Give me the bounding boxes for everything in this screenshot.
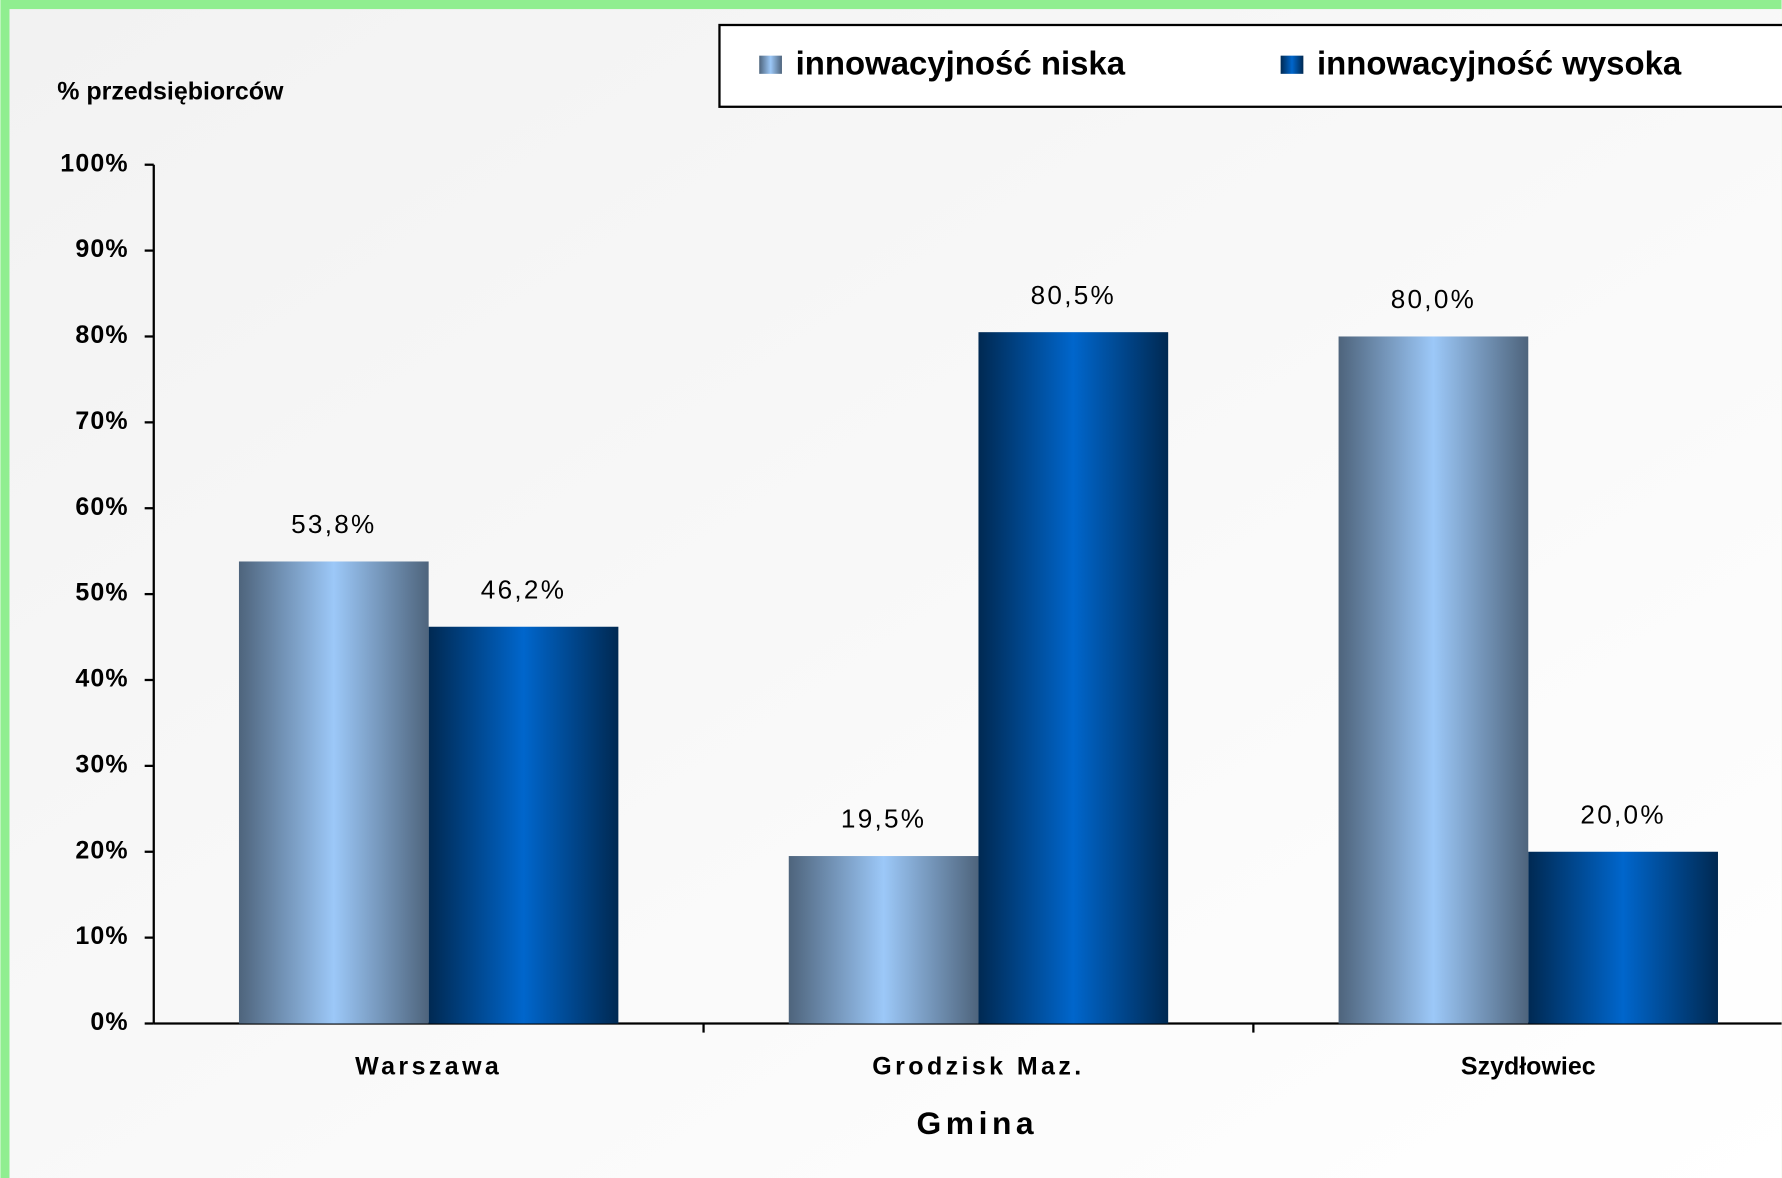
bar [978, 332, 1169, 1024]
y-tick-label: 90% [75, 235, 128, 263]
y-tick-label: 0% [90, 1008, 128, 1036]
x-tick-label: Grodzisk Maz. [872, 1052, 1084, 1080]
legend-swatch [1280, 55, 1304, 74]
y-tick-label: 50% [75, 579, 128, 607]
y-axis-title: % przedsiębiorców [57, 78, 284, 106]
y-tick-label: 10% [75, 922, 128, 950]
legend-box [718, 23, 1782, 108]
y-tick-label: 100% [60, 149, 128, 177]
bar [1338, 336, 1529, 1024]
data-label: 80,0% [1391, 284, 1476, 314]
x-tick-label: Warszawa [355, 1052, 502, 1080]
bar [238, 561, 429, 1024]
y-tick-label: 70% [75, 407, 128, 435]
y-tick-label: 60% [75, 493, 128, 521]
bar [788, 856, 979, 1024]
data-label: 19,5% [841, 804, 926, 834]
legend-label: innowacyjność niska [796, 45, 1126, 82]
legend-label: innowacyjność wysoka [1317, 45, 1682, 82]
data-label: 53,8% [291, 509, 376, 539]
data-label: 80,5% [1031, 280, 1116, 310]
legend-swatch [759, 55, 782, 74]
x-tick-label: Szydłowiec [1461, 1052, 1596, 1080]
y-tick-label: 20% [75, 836, 128, 864]
x-axis-title: Gmina [916, 1105, 1038, 1141]
data-label: 20,0% [1580, 799, 1665, 829]
y-tick-label: 80% [75, 321, 128, 349]
y-tick-label: 30% [75, 750, 128, 778]
y-tick-label: 40% [75, 665, 128, 693]
bar [1528, 851, 1718, 1024]
bar [428, 626, 619, 1024]
data-label: 46,2% [481, 574, 566, 604]
